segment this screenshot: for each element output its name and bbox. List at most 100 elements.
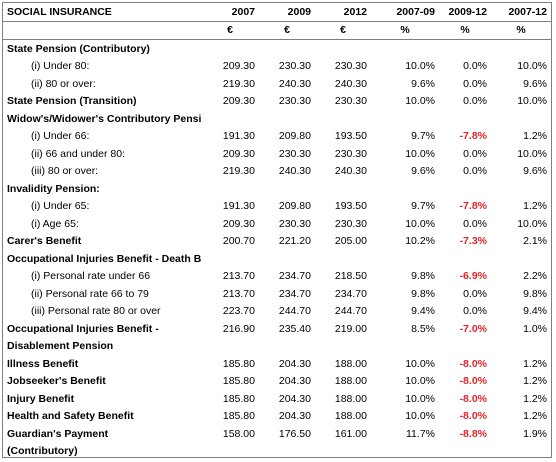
table-cell [439, 338, 491, 356]
table-row: Widow's/Widower's Contributory Pension [3, 110, 551, 128]
table-cell [315, 40, 371, 58]
table-cell: 1.0% [523, 322, 547, 335]
table-cell: 230.30 [334, 217, 367, 230]
table-cell: 10.0% [517, 95, 547, 108]
table-cell: 9.6% [411, 77, 435, 90]
table-cell [371, 250, 439, 268]
table-cell: 0.0% [463, 77, 487, 90]
table-cell: 244.70 [278, 305, 311, 318]
row-label: (iii) 80 or over: [31, 165, 99, 178]
table-cell: 191.30 [222, 130, 255, 143]
table-cell: 10.0% [405, 410, 435, 423]
table-cell: 234.70 [278, 270, 311, 283]
table-cell: 234.70 [278, 287, 311, 300]
table-cell: 8.5% [411, 322, 435, 335]
row-label: Disablement Pension [7, 340, 114, 353]
table-cell: 191.30 [222, 200, 255, 213]
table-row: (i) Under 66: 191.30 209.80 193.50 9.7% -7.8%… [3, 128, 551, 146]
table-cell: 193.50 [334, 200, 367, 213]
column-header: 2009-12 [439, 3, 491, 22]
table-cell: 10.0% [517, 217, 547, 230]
table-cell [439, 40, 491, 58]
column-header: 2007 [201, 3, 259, 22]
table-cell: 158.00 [222, 427, 255, 440]
row-label: Guardian's Payment [7, 427, 109, 440]
table-cell: 1.2% [523, 130, 547, 143]
row-label: (i) Under 80: [31, 60, 90, 73]
unit-label: € [315, 21, 371, 40]
table-cell: 10.2% [405, 235, 435, 248]
table-row: Illness Benefit 185.80 204.30 188.00 10.0% -8… [3, 355, 551, 373]
table-row: (iii) 80 or over: 219.30 240.30 240.30 9.6% 0… [3, 163, 551, 181]
table-cell: 240.30 [278, 165, 311, 178]
table-cell: 204.30 [278, 375, 311, 388]
table-cell: 188.00 [334, 375, 367, 388]
table-row: (ii) 66 and under 80: 209.30 230.30 230.30 1… [3, 145, 551, 163]
table-cell: 218.50 [334, 270, 367, 283]
row-label: (i) Under 65: [31, 200, 90, 213]
social-insurance-table: SOCIAL INSURANCE 2007 2009 2012 2007-09 … [3, 3, 551, 460]
table-cell [201, 180, 259, 198]
unit-label: % [491, 21, 551, 40]
table-cell [201, 338, 259, 356]
table-cell: 240.30 [334, 77, 367, 90]
table-cell: 9.4% [523, 305, 547, 318]
table-cell: 188.00 [334, 357, 367, 370]
row-label: (i) Under 66: [31, 130, 90, 143]
table-row: (iii) Personal rate 80 or over 223.70 244.… [3, 303, 551, 321]
row-label: Health and Safety Benefit [7, 410, 134, 423]
row-label: (ii) 80 or over: [31, 77, 96, 90]
table-cell: 0.0% [463, 95, 487, 108]
table-cell: 10.0% [405, 392, 435, 405]
row-label: (i) Age 65: [31, 217, 79, 230]
table-cell: -7.8% [459, 130, 487, 143]
table-cell: -6.9% [459, 270, 487, 283]
table-cell: 0.0% [463, 287, 487, 300]
table-cell: 185.80 [222, 357, 255, 370]
table-cell: 9.8% [411, 270, 435, 283]
table-cell [491, 443, 551, 461]
table-cell: 193.50 [334, 130, 367, 143]
table-row: (ii) Personal rate 66 to 79 213.70 234.70 2… [3, 285, 551, 303]
row-label: Carer's Benefit [7, 235, 82, 248]
row-label: (iii) Personal rate 80 or over [31, 305, 161, 318]
row-label: Widow's/Widower's Contributory Pension [7, 112, 201, 125]
table-cell: 230.30 [278, 147, 311, 160]
table-cell: 9.6% [411, 165, 435, 178]
table-row: (i) Age 65: 209.30 230.30 230.30 10.0% 0.0% 10… [3, 215, 551, 233]
table-cell [491, 180, 551, 198]
table-cell: 9.8% [523, 287, 547, 300]
table-cell: -8.8% [459, 427, 487, 440]
table-title: SOCIAL INSURANCE [3, 3, 201, 22]
table-cell: 2.1% [523, 235, 547, 248]
table-cell: 230.30 [278, 60, 311, 73]
table-cell: 176.50 [278, 427, 311, 440]
table-row: State Pension (Contributory) [3, 40, 551, 58]
table-cell [201, 40, 259, 58]
table-cell [439, 110, 491, 128]
table-cell: 213.70 [222, 287, 255, 300]
table-cell: 185.80 [222, 392, 255, 405]
units-spacer [3, 21, 201, 40]
table-cell: 1.9% [523, 427, 547, 440]
table-row: (i) Under 80: 209.30 230.30 230.30 10.0% 0.0%… [3, 58, 551, 76]
row-label: Jobseeker's Benefit [7, 375, 106, 388]
table-cell: 0.0% [463, 165, 487, 178]
unit-label: € [201, 21, 259, 40]
table-cell: 10.0% [405, 60, 435, 73]
table-row: State Pension (Transition) 209.30 230.30 23… [3, 93, 551, 111]
table-cell: 200.70 [222, 235, 255, 248]
table-cell: 209.30 [222, 217, 255, 230]
table-cell [439, 180, 491, 198]
table-cell [201, 250, 259, 268]
column-header: 2007-12 [491, 3, 551, 22]
table-cell: 240.30 [278, 77, 311, 90]
table-cell: 9.6% [523, 165, 547, 178]
table-cell: 9.6% [523, 77, 547, 90]
table-cell: -8.0% [459, 357, 487, 370]
table-cell: 204.30 [278, 392, 311, 405]
table-row: Health and Safety Benefit 185.80 204.30 188… [3, 408, 551, 426]
row-label: (ii) Personal rate 66 to 79 [31, 287, 149, 300]
table-cell: 10.0% [405, 217, 435, 230]
table-cell: 161.00 [334, 427, 367, 440]
